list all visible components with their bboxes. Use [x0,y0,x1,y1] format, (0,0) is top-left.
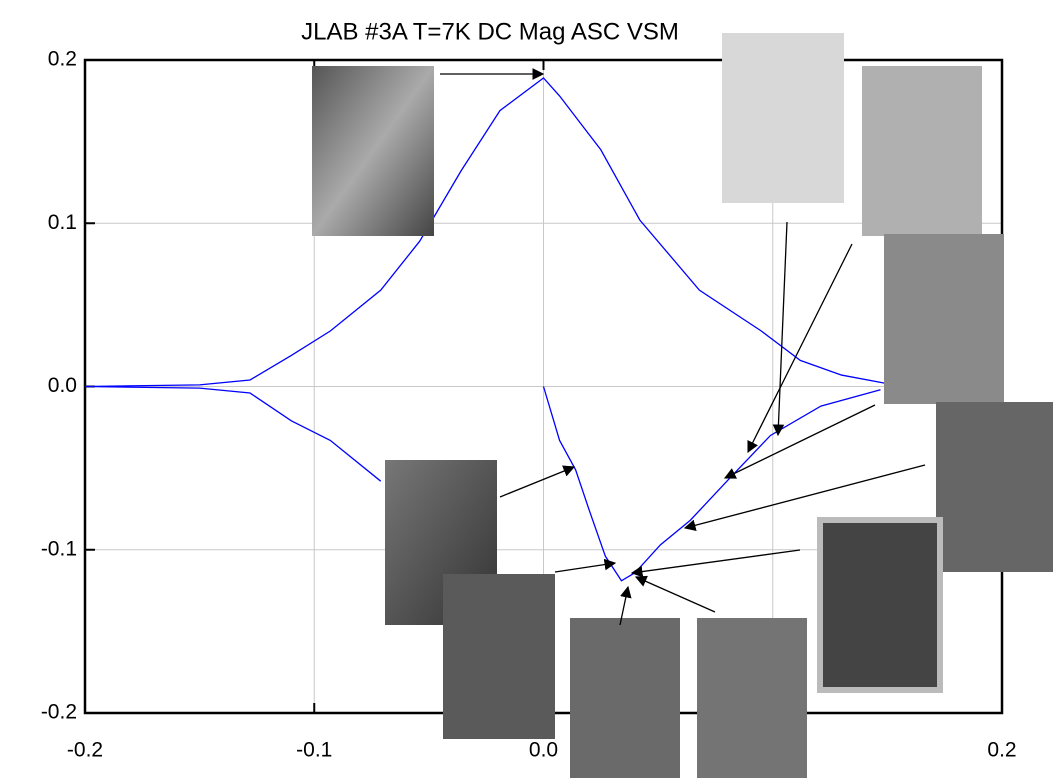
x-tick-label: -0.2 [67,739,103,762]
photo [443,574,555,739]
y-tick-label: 0.0 [48,374,77,397]
arrows [440,68,926,626]
photo [862,66,982,236]
photo [570,618,680,778]
photo [697,618,807,778]
x-tick-label: 0.0 [529,739,558,762]
x-tick-label: -0.1 [296,739,332,762]
photo-overlay [312,33,1053,778]
photo [817,517,943,693]
chart-title: JLAB #3A T=7K DC Mag ASC VSM [301,18,679,45]
photo [884,234,1004,404]
data-line [84,77,886,388]
y-tick-label: 0.2 [48,48,77,71]
photo [936,402,1053,572]
x-tick-label: 0.2 [987,739,1016,762]
y-tick-label: 0.1 [48,211,77,234]
y-tick-label: -0.2 [41,701,77,724]
photo [312,66,434,236]
y-tick-label: -0.1 [41,537,77,560]
data-line [84,385,382,482]
photo [722,33,844,203]
